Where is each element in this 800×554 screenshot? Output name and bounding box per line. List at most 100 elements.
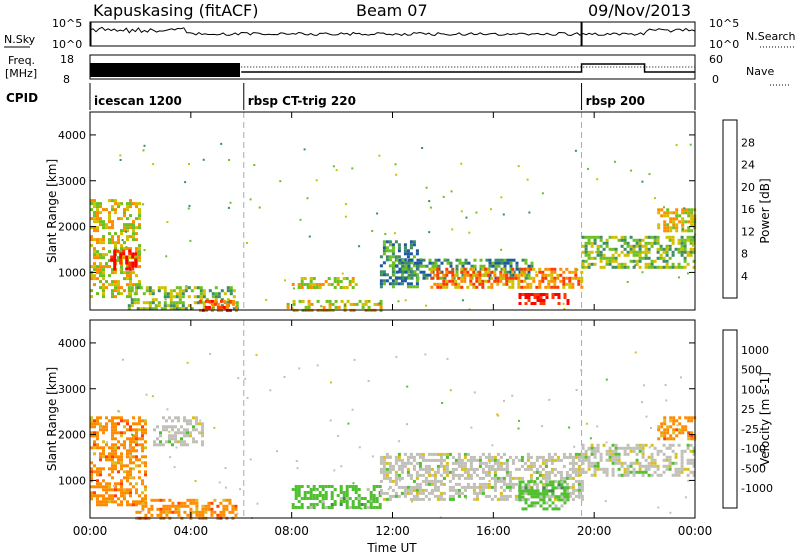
- heatmap-cell: [394, 470, 398, 474]
- heatmap-cell: [421, 458, 425, 462]
- heatmap-cell: [399, 479, 401, 482]
- heatmap-cell: [479, 267, 483, 271]
- heatmap-cell: [457, 494, 461, 498]
- heatmap-cell: [680, 247, 684, 251]
- heatmap-cell: [457, 285, 461, 289]
- heatmap-cell: [533, 492, 537, 496]
- heatmap-cell: [412, 240, 416, 244]
- heatmap-cell: [344, 215, 347, 218]
- heatmap-cell: [527, 504, 531, 508]
- time-axis-label: Time UT: [366, 541, 417, 554]
- heatmap-cell: [562, 276, 566, 280]
- heatmap-cell: [299, 218, 302, 221]
- heatmap-cell: [524, 486, 528, 490]
- heatmap-cell: [156, 513, 160, 517]
- heatmap-cell: [187, 286, 191, 290]
- heatmap-cell: [577, 467, 581, 471]
- heatmap-cell: [99, 467, 102, 471]
- heatmap-cell: [123, 464, 126, 468]
- heatmap-cell: [527, 299, 531, 302]
- heatmap-cell: [460, 461, 464, 465]
- heatmap-cell: [690, 208, 694, 212]
- heatmap-cell: [291, 506, 295, 509]
- heatmap-cell: [201, 513, 205, 517]
- heatmap-cell: [490, 455, 494, 459]
- heatmap-cell: [144, 464, 147, 468]
- heatmap-cell: [584, 235, 588, 239]
- heatmap-cell: [99, 205, 102, 209]
- heatmap-cell: [93, 446, 96, 450]
- heatmap-cell: [690, 416, 694, 420]
- heatmap-cell: [512, 283, 515, 286]
- heatmap-cell: [517, 279, 521, 283]
- heatmap-cell: [562, 452, 566, 456]
- heatmap-cell: [641, 238, 645, 242]
- heatmap-cell: [490, 476, 494, 480]
- heatmap-cell: [684, 425, 688, 429]
- heatmap-cell: [120, 485, 123, 489]
- heatmap-cell: [629, 235, 633, 239]
- heatmap-cell: [321, 506, 325, 509]
- heatmap-cell: [397, 249, 401, 253]
- heatmap-cell: [611, 473, 615, 477]
- heatmap-cell: [559, 494, 563, 498]
- heatmap-cell: [175, 301, 179, 305]
- heatmap-cell: [388, 255, 392, 259]
- heatmap-cell: [508, 479, 512, 483]
- heatmap-cell: [550, 267, 554, 271]
- heatmap-cell: [300, 503, 304, 506]
- heatmap-cell: [528, 211, 531, 214]
- heatmap-cell: [499, 276, 503, 280]
- heatmap-cell: [581, 250, 585, 254]
- heatmap-cell: [496, 497, 500, 501]
- heatmap-cell: [642, 384, 645, 387]
- heatmap-cell: [632, 467, 636, 471]
- heatmap-cell: [407, 276, 411, 280]
- heatmap-cell: [111, 467, 114, 471]
- heatmap-cell: [391, 249, 395, 253]
- heatmap-cell: [493, 458, 497, 462]
- heatmap-cell: [532, 470, 536, 474]
- heatmap-cell: [470, 426, 473, 429]
- heatmap-cell: [141, 437, 144, 441]
- heatmap-cell: [409, 252, 413, 256]
- heatmap-cell: [222, 305, 226, 309]
- heatmap-cell: [316, 364, 319, 367]
- heatmap-cell: [527, 276, 531, 280]
- heatmap-cell: [563, 492, 567, 496]
- heatmap-cell: [659, 253, 663, 257]
- heatmap-cell: [219, 299, 223, 303]
- heatmap-cell: [496, 464, 500, 468]
- heatmap-cell: [117, 235, 120, 239]
- heatmap-cell: [129, 205, 132, 209]
- heatmap-cell: [102, 292, 105, 296]
- heatmap-cell: [136, 307, 140, 311]
- heatmap-cell: [678, 276, 680, 279]
- heatmap-cell: [385, 473, 389, 477]
- heatmap-cell: [307, 299, 311, 303]
- heatmap-cell: [677, 238, 681, 242]
- heatmap-cell: [520, 458, 524, 462]
- heatmap-cell: [132, 449, 135, 453]
- heatmap-cell: [521, 495, 525, 499]
- heatmap-cell: [180, 504, 184, 508]
- heatmap-cell: [177, 501, 181, 505]
- heatmap-cell: [138, 226, 141, 230]
- heatmap-cell: [172, 289, 176, 293]
- heatmap-cell: [114, 455, 117, 459]
- heatmap-cell: [577, 464, 581, 468]
- heatmap-cell: [647, 455, 651, 459]
- heatmap-cell: [463, 488, 467, 492]
- heatmap-cell: [345, 494, 349, 497]
- heatmap-cell: [90, 295, 93, 299]
- heatmap-cell: [505, 461, 509, 465]
- heatmap-cell: [581, 261, 584, 264]
- heatmap-cell: [136, 301, 140, 305]
- heatmap-cell: [105, 500, 108, 504]
- heatmap-cell: [114, 286, 117, 290]
- heatmap-cell: [382, 458, 386, 462]
- heatmap-cell: [460, 467, 464, 471]
- heatmap-cell: [120, 464, 123, 468]
- heatmap-cell: [129, 280, 132, 284]
- heatmap-cell: [674, 461, 678, 465]
